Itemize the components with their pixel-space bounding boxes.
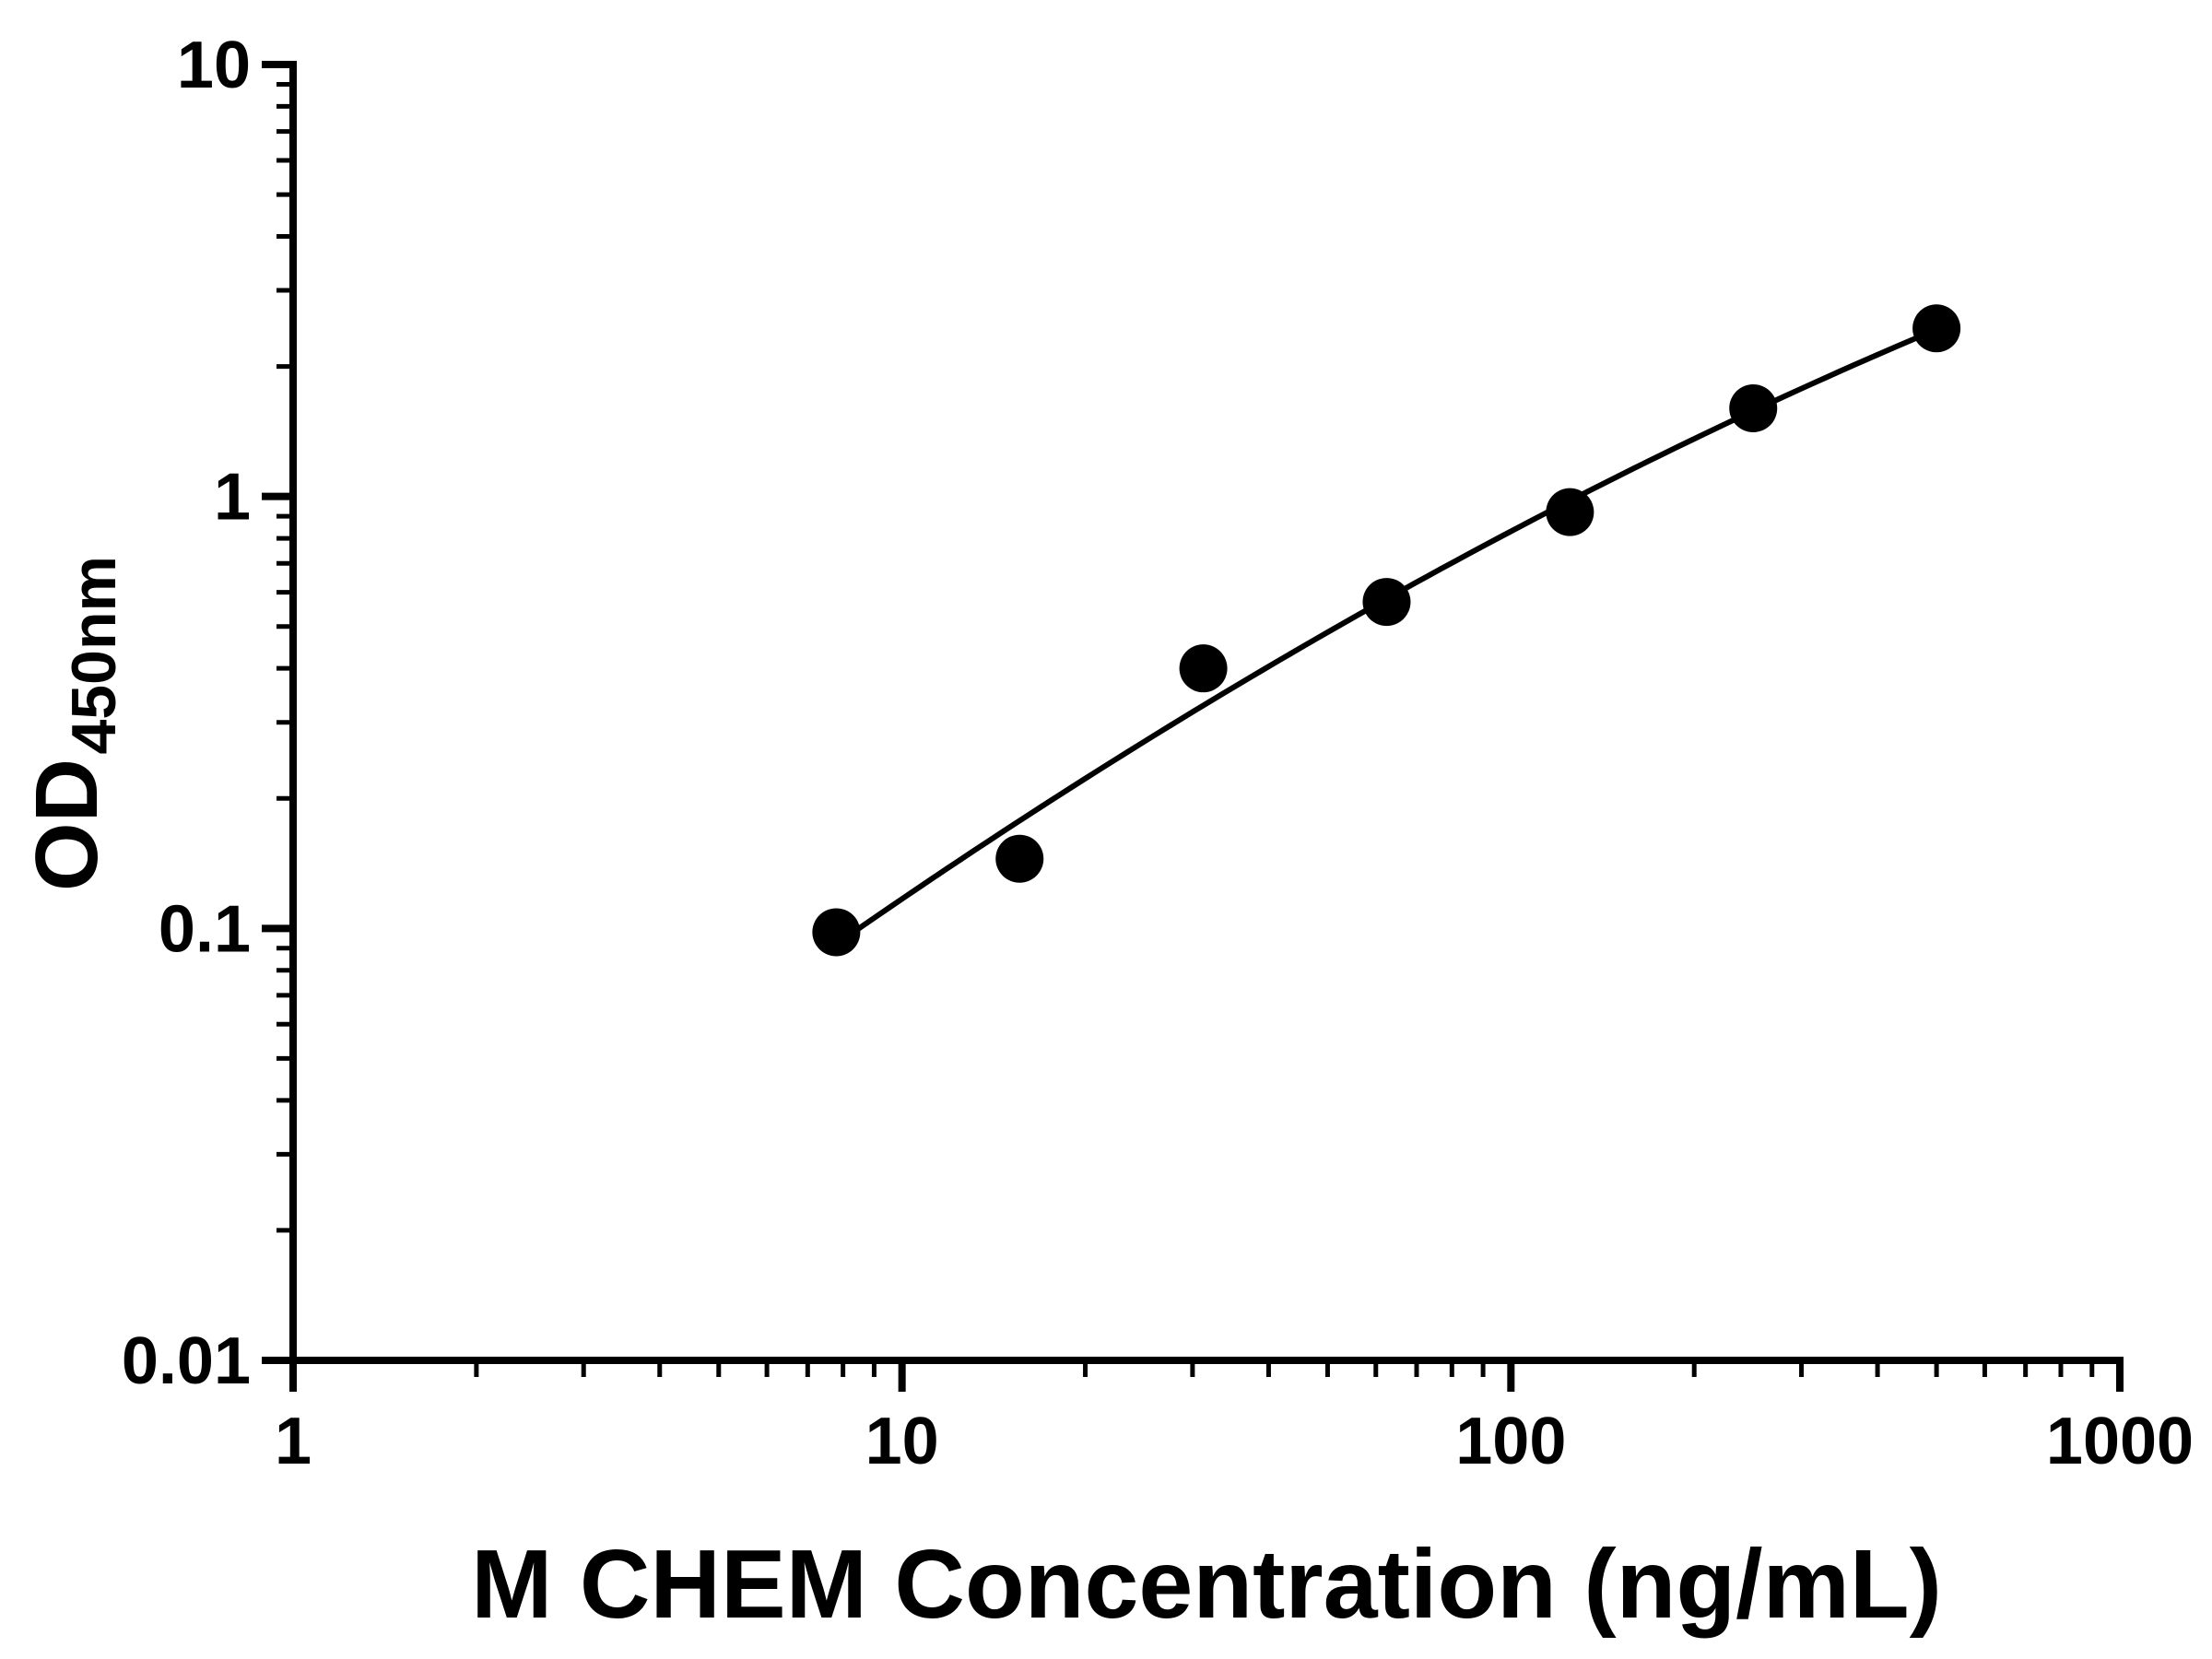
data-point [1362, 578, 1411, 627]
y-axis-title-main: OD [18, 759, 116, 891]
data-point [995, 834, 1044, 883]
x-tick-label: 1 [275, 1405, 312, 1478]
y-axis-title: OD 450nm [18, 556, 129, 891]
data-point [1912, 304, 1961, 353]
x-tick-label: 1000 [2046, 1405, 2194, 1478]
tick-labels-layer: 1 10 100 1000 0.01 0.1 1 10 [122, 29, 2194, 1478]
x-tick-label: 10 [865, 1405, 939, 1478]
ticks-layer [262, 61, 2124, 1392]
points-layer [812, 304, 1961, 957]
y-tick-label: 0.01 [122, 1324, 251, 1398]
data-point [1179, 644, 1228, 693]
y-tick-label: 10 [177, 29, 251, 102]
data-point [812, 908, 861, 957]
axis-frame [289, 61, 2124, 1364]
y-tick-label: 1 [214, 461, 251, 535]
y-tick-label: 0.1 [159, 892, 251, 966]
x-tick-label: 100 [1455, 1405, 1566, 1478]
x-axis-title: M CHEM Concentration (ng/mL) [471, 1530, 1942, 1639]
data-point [1729, 384, 1778, 433]
data-point [1546, 488, 1594, 536]
y-axis-title-subscript: 450nm [59, 556, 129, 754]
axes-layer [289, 61, 2124, 1364]
